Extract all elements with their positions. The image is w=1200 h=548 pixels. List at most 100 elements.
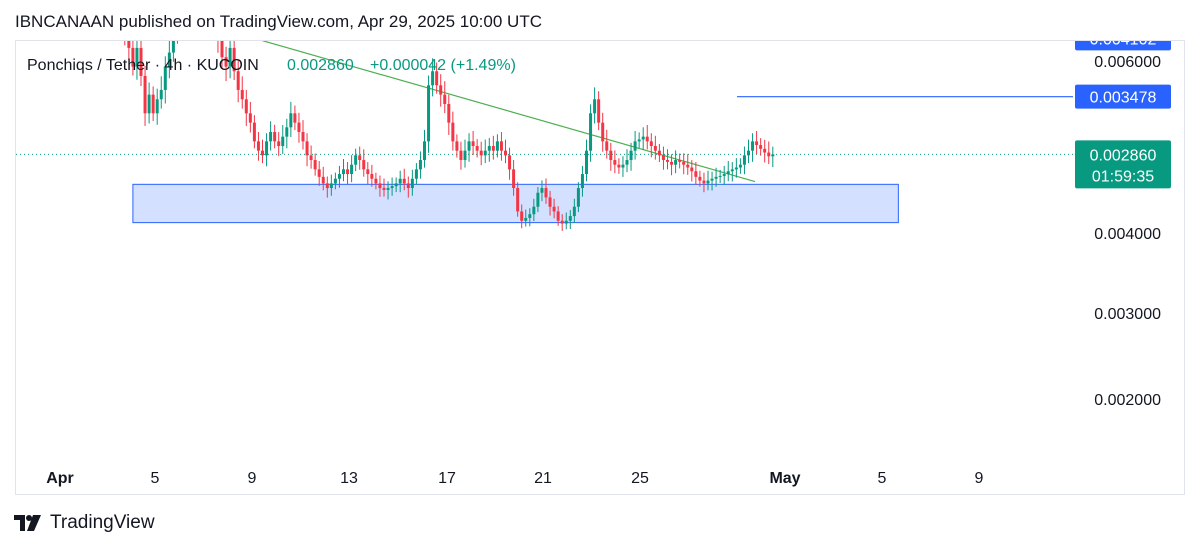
- candle-body: [548, 197, 552, 207]
- candle-body: [342, 169, 345, 175]
- candle-body: [382, 188, 386, 190]
- candle-body: [625, 160, 629, 165]
- publication-header: IBNCANAAN published on TradingView.com, …: [15, 12, 542, 31]
- candle-body: [346, 169, 350, 175]
- level-price-label: 0.003478: [1090, 90, 1157, 107]
- candle-body: [694, 171, 698, 177]
- candle-body: [451, 122, 455, 142]
- candle-body: [321, 176, 325, 184]
- candle-body: [771, 154, 775, 157]
- candle-body: [759, 145, 763, 149]
- candle-body: [504, 150, 507, 156]
- level-price-label: 0.004102: [1090, 41, 1157, 48]
- candle-body: [374, 178, 378, 184]
- candle-body: [653, 146, 657, 151]
- candle-body: [755, 141, 759, 146]
- candle-body: [293, 113, 297, 123]
- candle-body: [568, 216, 572, 221]
- candle-body: [297, 122, 301, 132]
- candle-body: [657, 150, 661, 156]
- level-price-tag: [1075, 41, 1171, 51]
- candle-body: [580, 174, 584, 189]
- candle-body: [252, 122, 256, 142]
- candle-body: [366, 169, 370, 175]
- candle-body: [228, 47, 232, 67]
- candle-body: [427, 85, 431, 142]
- candle-body: [354, 155, 358, 165]
- candle-body: [763, 148, 767, 153]
- candle-body: [508, 155, 512, 170]
- candle-body: [670, 161, 674, 165]
- candle-body: [491, 146, 495, 151]
- y-tick-label: 0.004000: [1094, 226, 1161, 243]
- candle-body: [309, 155, 313, 161]
- candle-body: [155, 99, 159, 114]
- candle-body: [661, 155, 665, 161]
- candle-body: [285, 127, 289, 137]
- candle-body: [147, 94, 151, 114]
- candle-body: [738, 164, 742, 168]
- candle-body: [163, 66, 167, 90]
- y-tick-label: 0.006000: [1094, 54, 1161, 71]
- price-chart[interactable]: 0.0060000.0040000.0030000.0020000.005836…: [16, 41, 1184, 494]
- candle-body: [674, 160, 678, 165]
- candle-body: [532, 206, 536, 215]
- candle-body: [576, 188, 580, 207]
- candle-body: [726, 171, 730, 175]
- last-price-label: 0.002860: [1090, 147, 1157, 164]
- candle-body: [431, 71, 435, 86]
- candle-body: [325, 183, 329, 189]
- candle-body: [410, 178, 414, 189]
- candle-body: [418, 160, 422, 170]
- candle-body: [305, 141, 309, 156]
- candle-body: [370, 174, 374, 179]
- x-tick-label: Apr: [46, 470, 74, 487]
- candle-body: [552, 206, 556, 212]
- x-tick-label: 9: [248, 470, 257, 487]
- x-tick-label: 25: [631, 470, 649, 487]
- candle-body: [479, 150, 483, 156]
- candle-body: [317, 169, 321, 177]
- candle-body: [329, 183, 333, 189]
- candle-body: [520, 211, 524, 221]
- candle-body: [698, 176, 702, 181]
- candle-body: [512, 169, 516, 189]
- candle-body: [686, 164, 690, 168]
- candle-body: [240, 89, 244, 100]
- candle-body: [564, 220, 568, 224]
- x-tick-label: 5: [878, 470, 887, 487]
- candle-body: [475, 146, 479, 151]
- candle-body: [633, 141, 637, 151]
- tradingview-brand-text: TradingView: [50, 512, 155, 533]
- candle-body: [613, 160, 617, 165]
- candle-body: [386, 188, 390, 190]
- candle-body: [273, 131, 277, 142]
- candle-body: [641, 136, 645, 140]
- tradingview-logo: TradingView: [14, 512, 155, 534]
- candle-body: [232, 47, 236, 72]
- candle-body: [398, 178, 402, 184]
- x-tick-label: 9: [975, 470, 984, 487]
- candle-body: [402, 178, 406, 184]
- level-price-tag: [1075, 84, 1171, 109]
- candle-body: [443, 94, 447, 104]
- x-tick-label: May: [769, 470, 800, 487]
- chart-panel[interactable]: 0.0060000.0040000.0030000.0020000.005836…: [15, 40, 1185, 495]
- candle-body: [556, 211, 560, 221]
- candle-body: [499, 141, 503, 151]
- candle-body: [455, 141, 459, 151]
- candle-body: [463, 150, 467, 161]
- candle-body: [447, 103, 451, 123]
- candle-body: [751, 141, 755, 151]
- candle-body: [406, 183, 410, 189]
- candle-body: [589, 113, 593, 151]
- candle-body: [649, 141, 653, 147]
- symbol-title: Ponchiqs / Tether · 4h · KUCOIN: [27, 57, 259, 74]
- candle-body: [459, 150, 463, 161]
- candle-body: [224, 57, 228, 67]
- x-tick-label: 17: [438, 470, 456, 487]
- candle-body: [495, 141, 499, 151]
- candle-body: [678, 160, 682, 162]
- candle-body: [467, 141, 471, 151]
- candle-body: [516, 188, 520, 212]
